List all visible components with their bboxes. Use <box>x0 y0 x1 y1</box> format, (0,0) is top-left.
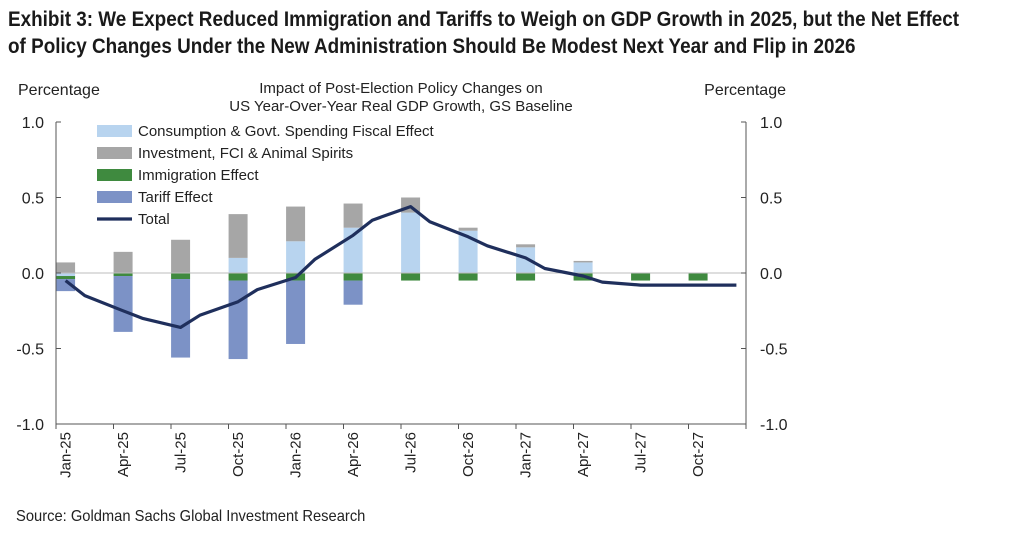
bar-segment-4 <box>343 280 363 305</box>
bar-segment-3 <box>516 273 536 281</box>
legend-label-4: Tariff Effect <box>138 189 213 206</box>
bar-segment-2 <box>113 251 133 273</box>
x-tick-label: Jan-27 <box>518 432 535 478</box>
bar-segment-3 <box>688 273 708 281</box>
chart-title-line-1: Impact of Post-Election Policy Changes o… <box>259 80 542 97</box>
legend-label-total: Total <box>138 211 170 228</box>
y-tick-label-left: 1.0 <box>22 115 44 132</box>
y-tick-label-left: -1.0 <box>16 417 44 434</box>
exhibit-title-line-2: of Policy Changes Under the New Administ… <box>8 35 856 58</box>
bar-segment-1 <box>286 241 306 273</box>
bar-segment-2 <box>343 203 363 228</box>
bar-segment-2 <box>228 214 248 258</box>
legend-label-2: Investment, FCI & Animal Spirits <box>138 145 353 162</box>
x-tick-label: Apr-25 <box>115 432 132 477</box>
y-tick-label-right: 1.0 <box>760 115 782 132</box>
y-tick-label-right: -0.5 <box>760 342 788 359</box>
bar-segment-2 <box>458 227 478 231</box>
bar-segment-4 <box>228 280 248 360</box>
bar-segment-3 <box>56 276 76 280</box>
y-tick-label-left: 0.5 <box>22 191 44 208</box>
labels: 1.0 1.0 0.5 0.5 0.0 0.0 -0.5 -0.5 -1.0 -1.0 Jan-25… <box>16 80 787 478</box>
y-tick-label-left: -0.5 <box>16 342 44 359</box>
bar-segment-3 <box>401 273 421 281</box>
x-tick-label: Apr-26 <box>345 432 362 477</box>
y-tick-label-left: 0.0 <box>22 266 44 283</box>
legend-swatch-2 <box>97 147 132 159</box>
x-tick-label: Jul-25 <box>173 432 190 473</box>
bar-segment-1 <box>458 230 478 273</box>
legend-swatch-4 <box>97 191 132 203</box>
bar-segment-3 <box>228 273 248 281</box>
bar-segment-4 <box>286 280 306 344</box>
bar-segment-1 <box>228 257 248 273</box>
y-tick-label-right: 0.5 <box>760 191 782 208</box>
legend-label-1: Consumption & Govt. Spending Fiscal Effe… <box>138 123 435 140</box>
bar-segment-3 <box>458 273 478 281</box>
legend-label-3: Immigration Effect <box>138 167 259 184</box>
chart-title-line-2: US Year-Over-Year Real GDP Growth, GS Ba… <box>229 98 573 115</box>
bar-segment-2 <box>516 244 536 248</box>
bar-segment-4 <box>171 279 191 358</box>
exhibit-title: Exhibit 3: We Expect Reduced Immigration… <box>8 6 960 60</box>
bar-segment-1 <box>573 262 593 273</box>
bar-segment-3 <box>171 273 191 280</box>
bar-segment-4 <box>113 276 133 332</box>
bar-segment-1 <box>56 273 76 277</box>
axes <box>55 121 747 429</box>
x-tick-label: Jan-26 <box>288 432 305 478</box>
legend: Consumption & Govt. Spending Fiscal Effe… <box>97 123 435 228</box>
bar-segment-1 <box>516 247 536 273</box>
bar-segment-1 <box>401 212 421 273</box>
y-tick-label-right: 0.0 <box>760 266 782 283</box>
line-layer <box>64 205 737 329</box>
source-note: Source: Goldman Sachs Global Investment … <box>16 508 366 525</box>
y-axis-title-left: Percentage <box>18 82 100 99</box>
y-tick-label-right: -1.0 <box>760 417 788 434</box>
x-tick-label: Oct-25 <box>230 432 247 477</box>
bars <box>56 197 708 360</box>
bar-segment-3 <box>113 273 133 277</box>
legend-swatch-1 <box>97 125 132 137</box>
total-line <box>64 205 737 329</box>
x-tick-label: Jul-27 <box>633 432 650 473</box>
legend-swatch-3 <box>97 169 132 181</box>
x-tick-label: Apr-27 <box>575 432 592 477</box>
x-tick-label: Oct-26 <box>460 432 477 477</box>
bar-segment-3 <box>343 273 363 281</box>
exhibit-title-line-1: Exhibit 3: We Expect Reduced Immigration… <box>8 8 960 31</box>
y-axis-title-right: Percentage <box>704 82 786 99</box>
x-tick-label: Jan-25 <box>58 432 75 478</box>
bar-segment-3 <box>631 273 651 281</box>
bar-segment-2 <box>171 239 191 273</box>
bar-segment-2 <box>573 260 593 263</box>
bar-segment-2 <box>56 262 76 273</box>
x-tick-label: Jul-26 <box>403 432 420 473</box>
bar-segment-2 <box>286 206 306 242</box>
x-tick-label: Oct-27 <box>690 432 707 477</box>
bar-segment-4 <box>56 279 76 292</box>
